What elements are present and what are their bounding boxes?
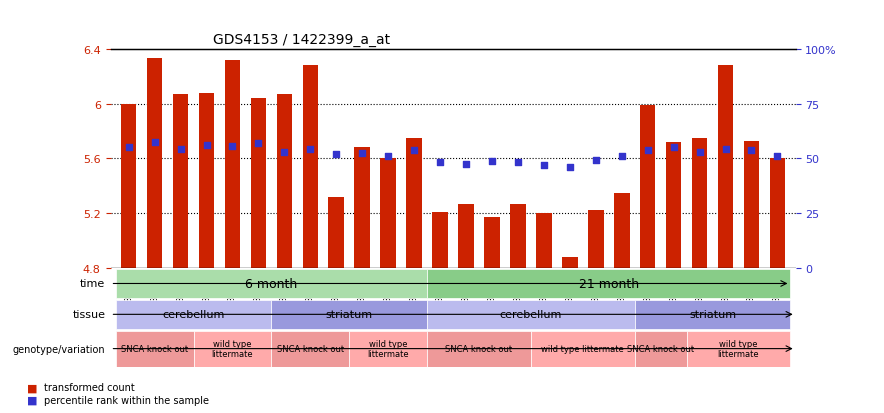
FancyBboxPatch shape bbox=[427, 300, 635, 329]
Text: genotype/variation: genotype/variation bbox=[12, 344, 105, 354]
Bar bbox=[277, 95, 292, 268]
FancyBboxPatch shape bbox=[116, 269, 427, 299]
Bar bbox=[199, 93, 214, 268]
Text: cerebellum: cerebellum bbox=[163, 310, 225, 320]
Point bbox=[614, 153, 629, 159]
Point bbox=[148, 139, 162, 146]
Text: wild type littermate: wild type littermate bbox=[541, 344, 624, 353]
Text: SNCA knock out: SNCA knock out bbox=[446, 344, 513, 353]
Bar bbox=[484, 218, 499, 268]
Bar bbox=[121, 104, 136, 268]
Text: ■: ■ bbox=[27, 382, 37, 392]
Text: transformed count: transformed count bbox=[44, 382, 135, 392]
Bar bbox=[458, 204, 474, 268]
Point bbox=[692, 149, 706, 155]
Bar bbox=[718, 66, 734, 268]
Text: ■: ■ bbox=[27, 395, 37, 405]
Text: time: time bbox=[80, 279, 105, 289]
Point bbox=[770, 153, 784, 159]
Text: 21 month: 21 month bbox=[579, 277, 639, 290]
FancyBboxPatch shape bbox=[349, 331, 427, 367]
Text: wild type
littermate: wild type littermate bbox=[718, 339, 759, 358]
Point bbox=[511, 160, 525, 166]
FancyBboxPatch shape bbox=[427, 269, 790, 299]
Point bbox=[251, 141, 265, 147]
FancyBboxPatch shape bbox=[427, 331, 531, 367]
Bar bbox=[692, 138, 707, 268]
Text: GDS4153 / 1422399_a_at: GDS4153 / 1422399_a_at bbox=[213, 33, 391, 47]
Bar bbox=[666, 142, 682, 268]
Bar bbox=[562, 257, 577, 268]
Text: wild type
littermate: wild type littermate bbox=[211, 339, 254, 358]
FancyBboxPatch shape bbox=[635, 331, 687, 367]
Point bbox=[459, 161, 473, 168]
FancyBboxPatch shape bbox=[116, 300, 271, 329]
Bar bbox=[354, 148, 370, 268]
Text: SNCA knock out: SNCA knock out bbox=[121, 344, 188, 353]
Bar bbox=[407, 138, 422, 268]
Text: 6 month: 6 month bbox=[245, 277, 298, 290]
Point bbox=[303, 146, 317, 153]
Text: SNCA knock out: SNCA knock out bbox=[277, 344, 344, 353]
Text: tissue: tissue bbox=[72, 310, 105, 320]
Point bbox=[200, 142, 214, 149]
Text: SNCA knock out: SNCA knock out bbox=[627, 344, 694, 353]
Point bbox=[589, 157, 603, 164]
Bar bbox=[432, 212, 448, 268]
Text: percentile rank within the sample: percentile rank within the sample bbox=[44, 395, 210, 405]
Text: cerebellum: cerebellum bbox=[499, 310, 562, 320]
Bar bbox=[380, 159, 396, 268]
Point bbox=[667, 145, 681, 151]
Point bbox=[433, 160, 447, 166]
Point bbox=[381, 153, 395, 159]
Bar bbox=[147, 59, 163, 268]
Bar bbox=[588, 211, 604, 268]
FancyBboxPatch shape bbox=[194, 331, 271, 367]
Text: wild type
littermate: wild type littermate bbox=[368, 339, 409, 358]
FancyBboxPatch shape bbox=[635, 300, 790, 329]
FancyBboxPatch shape bbox=[687, 331, 790, 367]
Point bbox=[641, 147, 655, 154]
Point bbox=[485, 159, 499, 165]
Text: striatum: striatum bbox=[325, 310, 373, 320]
Bar bbox=[251, 99, 266, 268]
Bar bbox=[225, 60, 240, 268]
Point bbox=[744, 147, 758, 154]
Bar bbox=[614, 193, 629, 268]
Bar bbox=[640, 106, 655, 268]
Point bbox=[225, 143, 240, 150]
Bar bbox=[536, 214, 552, 268]
Point bbox=[407, 147, 421, 154]
Text: striatum: striatum bbox=[689, 310, 736, 320]
FancyBboxPatch shape bbox=[271, 331, 349, 367]
Point bbox=[563, 164, 577, 171]
FancyBboxPatch shape bbox=[531, 331, 635, 367]
Bar bbox=[302, 66, 318, 268]
Point bbox=[537, 163, 551, 169]
Point bbox=[329, 152, 343, 158]
FancyBboxPatch shape bbox=[116, 331, 194, 367]
Point bbox=[278, 149, 292, 155]
Bar bbox=[743, 141, 759, 268]
Bar bbox=[510, 204, 526, 268]
Point bbox=[173, 146, 187, 153]
Point bbox=[719, 146, 733, 153]
Bar bbox=[172, 95, 188, 268]
Point bbox=[122, 145, 136, 151]
Point bbox=[355, 150, 370, 157]
FancyBboxPatch shape bbox=[271, 300, 427, 329]
Bar bbox=[770, 159, 785, 268]
Bar bbox=[329, 197, 344, 268]
